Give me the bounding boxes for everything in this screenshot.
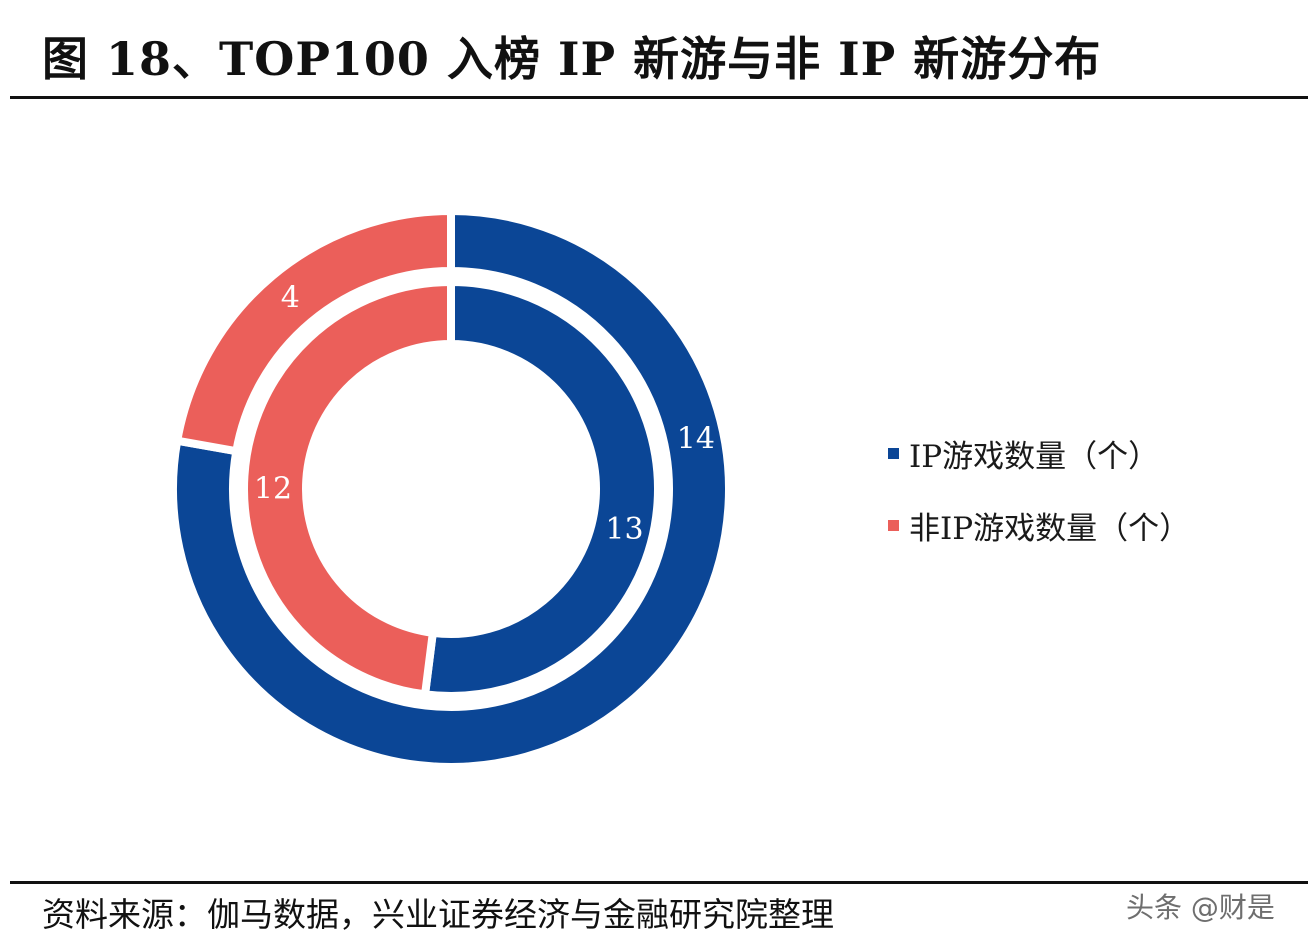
source-divider bbox=[10, 881, 1308, 884]
data-label: 14 bbox=[677, 422, 715, 457]
figure-title: 图 18、TOP100 入榜 IP 新游与非 IP 新游分布 bbox=[42, 32, 1102, 86]
legend-item-non-ip-games: 非IP游戏数量（个） bbox=[888, 500, 1190, 550]
source-note: 资料来源：伽马数据，兴业证券经济与金融研究院整理 bbox=[42, 895, 834, 934]
data-label: 4 bbox=[281, 280, 300, 315]
legend-swatch-blue-icon bbox=[888, 447, 899, 459]
outer-slice-non-ip bbox=[172, 206, 455, 456]
data-label: 13 bbox=[605, 512, 643, 547]
inner-slice-non-ip bbox=[240, 277, 455, 699]
double-donut-chart: 14 4 13 12 bbox=[169, 206, 733, 771]
outer-ring bbox=[169, 206, 733, 771]
data-label: 12 bbox=[254, 472, 292, 507]
legend-label: 非IP游戏数量（个） bbox=[909, 510, 1191, 547]
data-labels: 14 4 13 12 bbox=[254, 280, 715, 546]
inner-slice-ip bbox=[420, 277, 662, 700]
outer-slice-ip bbox=[169, 206, 733, 771]
watermark: 头条 @财是 bbox=[1126, 891, 1275, 924]
title-divider bbox=[10, 96, 1308, 99]
chart-legend: IP游戏数量（个） 非IP游戏数量（个） bbox=[888, 428, 1190, 572]
inner-ring bbox=[240, 277, 662, 700]
legend-label: IP游戏数量（个） bbox=[909, 438, 1160, 475]
legend-swatch-red-icon bbox=[888, 519, 899, 531]
legend-item-ip-games: IP游戏数量（个） bbox=[888, 428, 1190, 478]
